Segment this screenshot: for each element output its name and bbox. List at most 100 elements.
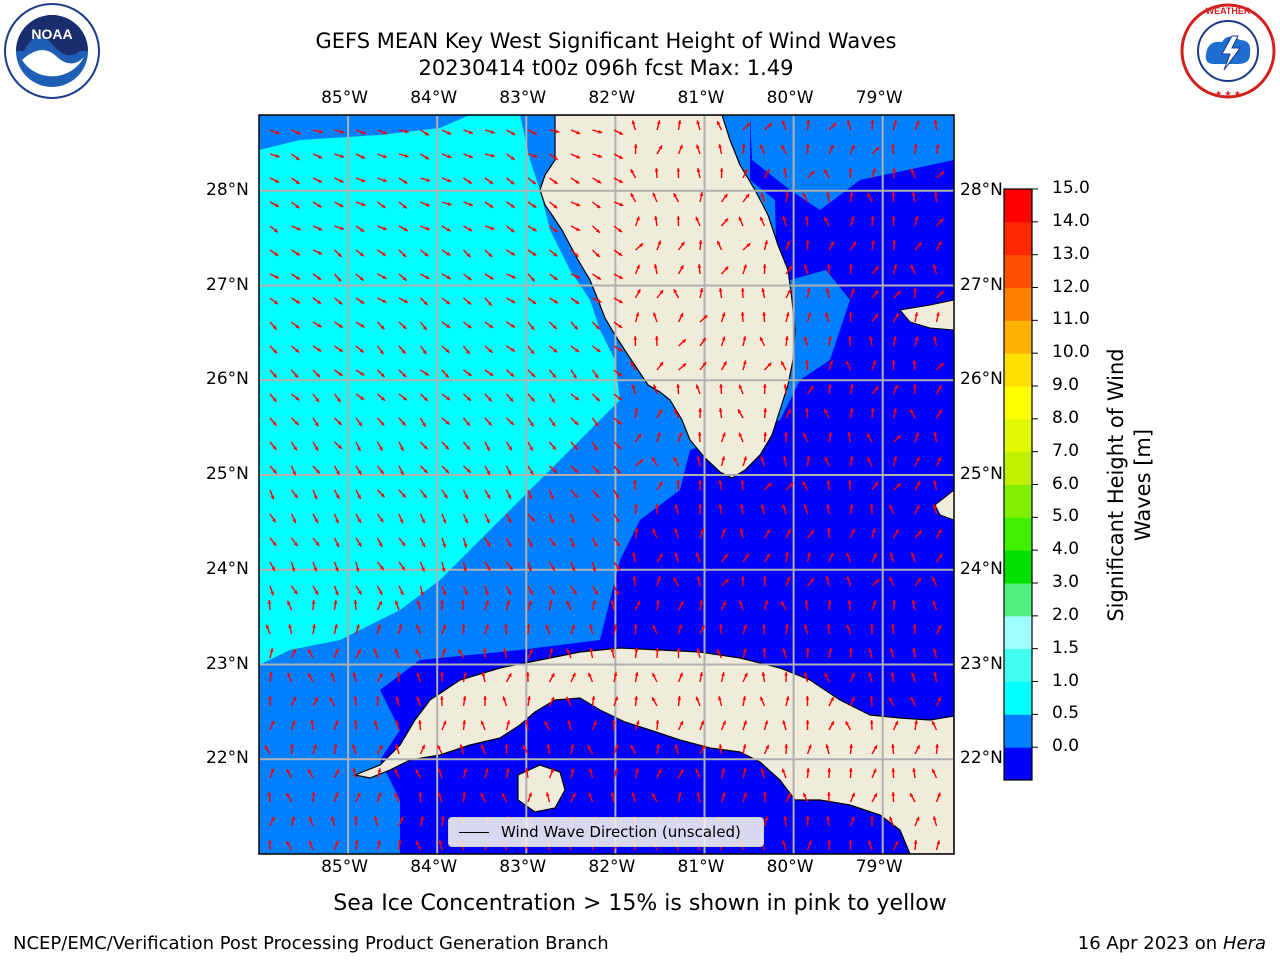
wave-direction-arrowhead <box>571 624 576 629</box>
wave-direction-arrowhead <box>848 648 853 652</box>
wave-direction-arrowhead <box>806 288 811 292</box>
wave-direction-arrowhead <box>510 180 515 185</box>
wave-direction-arrowhead <box>290 744 294 748</box>
wave-direction-arrowhead <box>504 744 509 748</box>
colorbar-segment <box>1004 221 1032 256</box>
wave-direction-arrowhead <box>421 744 425 749</box>
wave-direction-arrowhead <box>760 768 765 773</box>
wave-direction-arrowhead <box>464 591 468 596</box>
wave-direction-arrowhead <box>529 446 533 451</box>
wave-direction-arrowhead <box>510 347 515 352</box>
colorbar-segment <box>1004 648 1032 682</box>
wave-direction-arrowhead <box>552 325 557 329</box>
wave-direction-arrowhead <box>426 178 431 182</box>
wave-direction-arrowhead <box>381 252 386 256</box>
wave-direction-arrowhead <box>743 264 747 269</box>
wave-direction-arrowhead <box>673 289 678 294</box>
wave-direction-arrowhead <box>939 363 944 367</box>
wave-direction-arrowhead <box>652 624 657 629</box>
wave-direction-arrowhead <box>827 840 832 844</box>
wave-direction-arrowhead <box>338 300 343 305</box>
wave-direction-arrowhead <box>318 154 323 159</box>
wave-direction-arrowhead <box>889 648 894 653</box>
wave-direction-arrowhead <box>465 349 470 354</box>
wave-direction-arrowhead <box>398 624 403 629</box>
colorbar-segment <box>1004 287 1032 321</box>
wave-direction-arrowhead <box>676 648 681 652</box>
wave-direction-arrowhead <box>636 264 640 269</box>
wave-direction-arrowhead <box>824 672 829 677</box>
wave-direction-arrowhead <box>617 372 622 377</box>
wave-direction-arrowhead <box>360 155 365 159</box>
wave-direction-arrowhead <box>826 624 831 628</box>
wave-direction-arrowhead <box>674 528 679 533</box>
wave-direction-arrowhead <box>381 204 386 208</box>
wave-direction-arrowhead <box>674 744 679 749</box>
wave-direction-arrowhead <box>508 566 513 571</box>
wave-direction-arrowhead <box>699 288 704 293</box>
wave-direction-arrowhead <box>509 421 514 425</box>
longitude-tick-label: 81°W <box>677 857 725 877</box>
wave-direction-arrowhead <box>848 168 853 172</box>
wave-direction-arrowhead <box>782 720 787 725</box>
wave-direction-arrowhead <box>874 313 878 318</box>
wave-direction-arrowhead <box>810 530 814 535</box>
colorbar-tick-label: 10.0 <box>1052 342 1090 363</box>
wave-direction-arrowhead <box>267 840 272 844</box>
wave-direction-arrowhead <box>442 720 447 725</box>
colorbar-segment <box>1004 615 1032 650</box>
wave-direction-arrowhead <box>314 590 319 595</box>
wave-direction-arrowhead <box>334 591 339 596</box>
wave-direction-arrowhead <box>445 420 450 425</box>
wave-direction-arrowhead <box>378 745 383 750</box>
wave-direction-arrowhead <box>718 408 723 412</box>
wave-direction-arrowhead <box>489 275 494 280</box>
wave-direction-arrowhead <box>503 648 507 653</box>
wave-direction-arrowhead <box>589 768 593 773</box>
wave-direction-arrowhead <box>501 793 506 798</box>
wave-direction-arrowhead <box>467 324 472 329</box>
wave-direction-arrowhead <box>275 275 280 279</box>
wave-direction-arrowhead <box>932 600 937 605</box>
wave-direction-arrowhead <box>338 372 343 376</box>
wave-direction-arrowhead <box>916 504 920 509</box>
wave-direction-arrowhead <box>724 579 729 583</box>
wave-direction-arrowhead <box>657 240 662 245</box>
wave-direction-arrowhead <box>576 274 581 279</box>
wave-direction-arrowhead <box>805 648 810 652</box>
wave-direction-arrowhead <box>828 432 833 437</box>
wave-direction-arrowhead <box>531 180 536 185</box>
wave-direction-arrowhead <box>695 384 700 389</box>
wave-direction-arrowhead <box>360 323 365 328</box>
wave-direction-arrowhead <box>937 529 942 534</box>
wave-direction-arrowhead <box>659 362 664 367</box>
wave-direction-arrowhead <box>914 720 918 724</box>
wave-direction-arrowhead <box>740 576 745 580</box>
wave-direction-arrowhead <box>716 649 721 654</box>
longitude-tick-label: 84°W <box>410 88 458 108</box>
wave-direction-arrowhead <box>738 384 743 389</box>
wave-direction-arrowhead <box>400 446 404 451</box>
wave-direction-arrowhead <box>803 624 808 629</box>
wave-direction-arrowhead <box>416 672 421 677</box>
wave-direction-arrowhead <box>933 480 937 485</box>
wave-direction-arrowhead <box>762 384 767 388</box>
wave-direction-arrowhead <box>551 422 556 427</box>
wave-direction-arrowhead <box>525 672 530 676</box>
wave-direction-arrowhead <box>447 202 452 206</box>
wave-direction-arrowhead <box>489 180 494 184</box>
wave-direction-arrowhead <box>916 457 920 462</box>
wave-direction-arrowhead <box>824 312 829 317</box>
wave-direction-arrowhead <box>268 696 273 700</box>
wave-direction-arrowhead <box>485 624 489 629</box>
wave-direction-arrowhead <box>682 363 687 368</box>
wave-direction-arrowhead <box>401 493 406 498</box>
wave-direction-arrowhead <box>896 291 901 295</box>
wave-direction-arrowhead <box>527 696 531 700</box>
wave-direction-arrowhead <box>785 192 789 196</box>
wave-direction-arrowhead <box>825 288 830 293</box>
wave-direction-arrowhead <box>311 792 316 796</box>
wave-direction-arrowhead <box>510 323 515 328</box>
wave-direction-arrowhead <box>314 518 318 523</box>
map-area <box>259 115 954 854</box>
